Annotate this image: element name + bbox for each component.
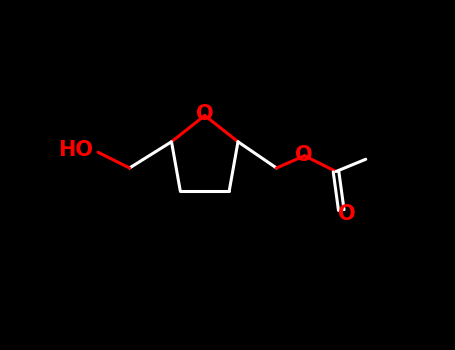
Text: O: O bbox=[295, 145, 313, 165]
Text: HO: HO bbox=[58, 140, 93, 160]
Text: O: O bbox=[338, 204, 355, 224]
Text: O: O bbox=[196, 104, 213, 124]
